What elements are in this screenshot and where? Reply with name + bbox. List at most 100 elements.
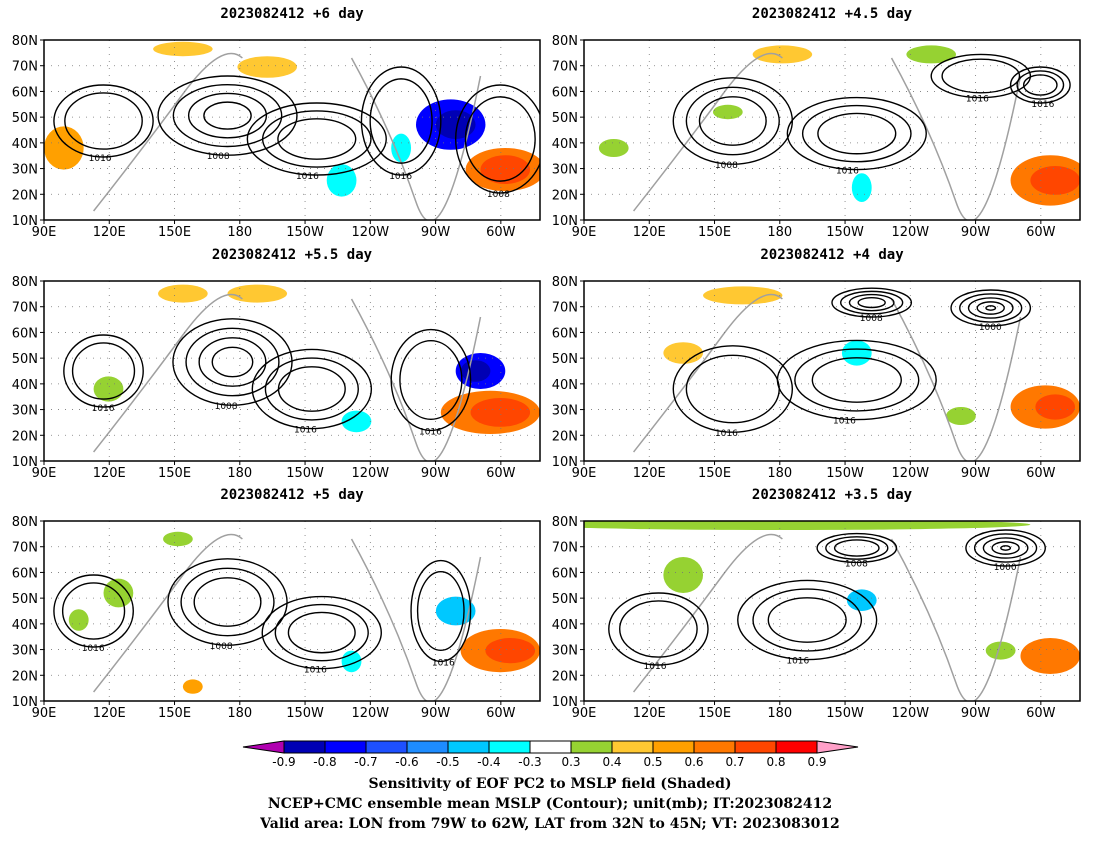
mslp-contour xyxy=(246,102,387,176)
lon-tick-label: 120W xyxy=(891,466,929,481)
mslp-contour xyxy=(261,595,382,670)
mslp-contour xyxy=(811,357,902,403)
lat-tick-label: 60N xyxy=(12,566,38,581)
sensitivity-shading xyxy=(44,126,84,170)
caption-line-1: Sensitivity of EOF PC2 to MSLP field (Sh… xyxy=(368,776,732,792)
mslp-contour xyxy=(416,570,465,652)
contour-label: 1008 xyxy=(215,402,238,412)
contour-label: 1008 xyxy=(487,190,510,200)
sensitivity-shading xyxy=(341,410,372,433)
lon-tick-label: 120W xyxy=(351,706,389,721)
mslp-contour xyxy=(672,345,794,433)
mslp-contour xyxy=(261,110,372,168)
lon-tick-label: 180 xyxy=(767,466,792,481)
contour-label: 1008 xyxy=(860,314,883,324)
contour-label: 1016 xyxy=(294,426,317,436)
lat-tick-label: 40N xyxy=(552,378,578,393)
mslp-contour xyxy=(685,86,780,156)
lon-tick-label: 60W xyxy=(486,706,516,721)
lat-tick-label: 30N xyxy=(552,644,578,659)
lon-tick-label: 150E xyxy=(698,706,731,721)
mslp-contour xyxy=(277,118,357,160)
mslp-contour xyxy=(198,337,267,387)
lat-tick-label: 10N xyxy=(12,455,38,470)
map-panel-1: 1008 1016 1016 1016 1008 10N 20N 30N 40N 50N 60N 70… xyxy=(12,34,541,240)
coastline xyxy=(93,52,243,212)
mslp-contour xyxy=(71,342,136,400)
contour-label: 1008 xyxy=(207,152,230,162)
contour-label: 1016 xyxy=(786,657,809,667)
mslp-contour xyxy=(369,78,433,164)
mslp-contour xyxy=(274,603,369,662)
lon-tick-label: 90W xyxy=(421,225,451,240)
mslp-contour xyxy=(185,327,280,397)
lat-tick-label: 40N xyxy=(12,137,38,152)
colorbar-arrow-low xyxy=(242,740,285,754)
lon-tick-label: 150W xyxy=(286,225,324,240)
lon-tick-label: 60W xyxy=(486,466,516,481)
sensitivity-shading xyxy=(1020,638,1080,674)
coastline xyxy=(93,533,243,693)
lon-tick-label: 120E xyxy=(633,466,666,481)
lat-tick-label: 30N xyxy=(12,644,38,659)
lon-tick-label: 150W xyxy=(826,225,864,240)
sensitivity-shading xyxy=(1035,394,1076,420)
sensitivity-shading xyxy=(153,41,213,57)
lat-tick-label: 20N xyxy=(552,429,578,444)
lat-tick-label: 50N xyxy=(12,592,38,607)
mslp-contour xyxy=(1000,545,1012,551)
lat-tick-label: 70N xyxy=(552,301,578,316)
sensitivity-shading xyxy=(391,133,412,163)
map-background xyxy=(584,521,1080,701)
contour-label: 1008 xyxy=(210,642,233,652)
panel-title-3: 2023082412 +5.5 day xyxy=(211,247,373,263)
contour-label: 1016 xyxy=(304,666,327,676)
map-frame xyxy=(43,39,541,221)
colorbar-tick-label: 0.5 xyxy=(643,755,662,769)
mslp-contour xyxy=(816,532,898,564)
lon-tick-label: 90W xyxy=(961,706,991,721)
colorbar-tick-label: 0.4 xyxy=(602,755,621,769)
lon-tick-label: 120W xyxy=(351,466,389,481)
lon-tick-label: 60W xyxy=(1026,706,1056,721)
mslp-contour xyxy=(1016,70,1065,100)
mslp-contour xyxy=(973,533,1038,563)
lon-tick-label: 90W xyxy=(961,466,991,481)
lat-tick-label: 70N xyxy=(552,60,578,75)
sensitivity-shading xyxy=(435,596,476,626)
lon-tick-label: 120E xyxy=(93,706,126,721)
coastline xyxy=(93,293,243,453)
mslp-contour xyxy=(619,600,698,658)
mslp-contour xyxy=(976,301,1005,315)
coastline xyxy=(350,538,482,701)
colorbar-tick-label: -0.4 xyxy=(477,755,500,769)
sensitivity-shading xyxy=(946,407,976,425)
mslp-contour xyxy=(857,297,886,309)
sensitivity-shading xyxy=(163,531,193,547)
mslp-contour xyxy=(985,305,997,311)
mslp-contour xyxy=(251,348,373,430)
mslp-contour xyxy=(776,339,937,421)
lat-tick-label: 40N xyxy=(12,378,38,393)
contour-label: 1016 xyxy=(644,662,667,672)
mslp-contour xyxy=(157,75,298,156)
sensitivity-shading xyxy=(237,56,297,78)
lon-tick-label: 90E xyxy=(572,706,597,721)
map-panels: 1008 1016 1016 1016 1008 10N 20N 30N 40N 50N 60N 70… xyxy=(12,34,1081,721)
mslp-contour xyxy=(752,588,863,652)
lon-tick-label: 120E xyxy=(633,706,666,721)
sensitivity-shading xyxy=(663,342,704,364)
colorbar-tick-label: 0.3 xyxy=(561,755,580,769)
coastline xyxy=(350,57,482,220)
lon-tick-label: 90E xyxy=(572,466,597,481)
colorbar-tick-label: -0.3 xyxy=(518,755,541,769)
sensitivity-shading xyxy=(103,578,134,608)
sensitivity-shading xyxy=(598,139,629,157)
colorbar-box xyxy=(447,740,490,754)
lat-tick-label: 10N xyxy=(12,214,38,229)
mslp-contour xyxy=(959,293,1023,323)
lat-tick-label: 20N xyxy=(552,188,578,203)
lon-tick-label: 150W xyxy=(826,706,864,721)
mslp-contour xyxy=(608,592,709,666)
